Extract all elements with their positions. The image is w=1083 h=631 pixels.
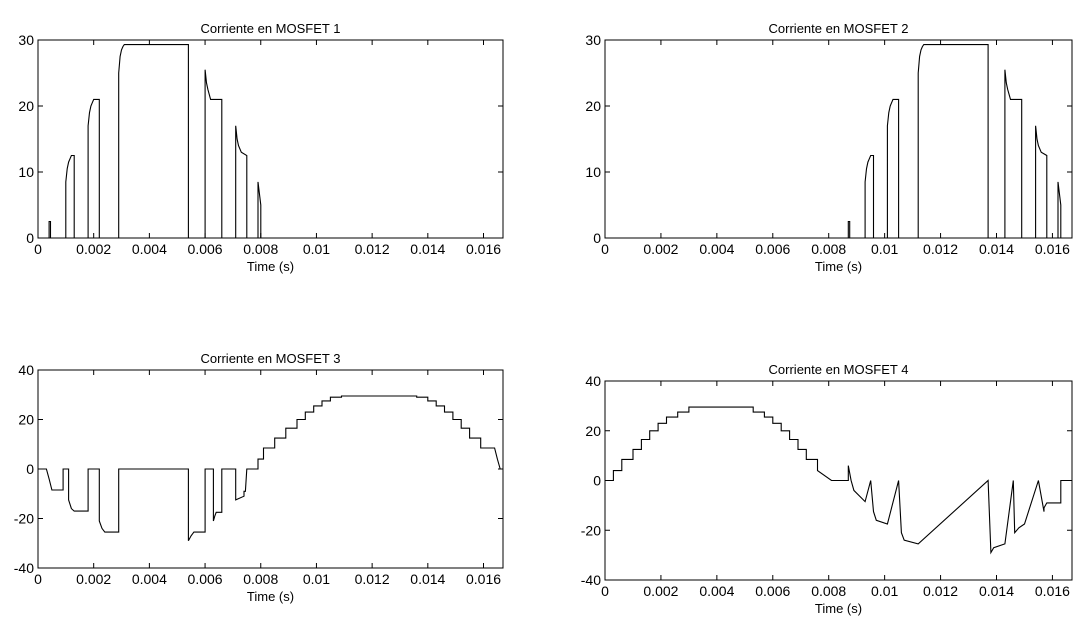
plot-area-frame [37, 39, 504, 239]
x-tick-label: 0.01 [871, 241, 898, 257]
y-tick-label: 20 [18, 98, 34, 114]
x-tick-label: 0.016 [466, 571, 501, 587]
x-tick-label: 0 [601, 583, 609, 599]
y-tick-label: 20 [585, 423, 601, 439]
x-tick-label: 0.006 [755, 583, 790, 599]
y-tick-label: -40 [14, 560, 34, 576]
x-tick-label: 0.01 [303, 241, 330, 257]
chart-3: Corriente en MOSFET 3 0 0.002 0.004 0.006 0.0… [14, 351, 504, 604]
x-tick-label: 0.01 [303, 571, 330, 587]
x-tick-label: 0.008 [243, 241, 278, 257]
x-tick-label: 0.004 [132, 241, 167, 257]
series-line [38, 395, 503, 542]
x-tick-label: 0.016 [466, 241, 501, 257]
chart-1: Corriente en MOSFET 1 0 0.002 0.004 0.006 0.0… [18, 21, 504, 274]
chart-title: Corriente en MOSFET 4 [769, 362, 909, 377]
series-line [38, 44, 503, 239]
x-tick-label: 0.006 [188, 571, 223, 587]
x-axis-label: Time (s) [247, 259, 294, 274]
x-tick-label: 0.008 [243, 571, 278, 587]
x-tick-label: 0.014 [979, 241, 1014, 257]
chart-title: Corriente en MOSFET 1 [201, 21, 341, 36]
plot-area-frame [37, 369, 504, 569]
y-tick-label: -40 [581, 572, 601, 588]
y-tick-label: 0 [26, 461, 34, 477]
y-tick-label: 40 [585, 373, 601, 389]
x-tick-label: 0.014 [410, 241, 445, 257]
y-tick-label: -20 [581, 522, 601, 538]
x-tick-label: 0 [601, 241, 609, 257]
y-tick-label: 10 [18, 164, 34, 180]
chart-2: Corriente en MOSFET 2 0 0.002 0.004 0.006 0.0… [585, 21, 1073, 274]
x-tick-label: 0.002 [643, 583, 678, 599]
x-tick-label: 0 [34, 571, 42, 587]
y-tick-label: 0 [593, 473, 601, 489]
x-tick-label: 0.016 [1035, 241, 1070, 257]
x-tick-label: 0.004 [699, 241, 734, 257]
x-tick-label: 0.01 [871, 583, 898, 599]
x-tick-label: 0.012 [923, 583, 958, 599]
y-tick-label: 40 [18, 362, 34, 378]
y-tick-label: 0 [593, 230, 601, 246]
x-axis-label: Time (s) [815, 601, 862, 616]
plot-area-frame [604, 39, 1073, 239]
chart-4: Corriente en MOSFET 4 0 0.002 0.004 0.006 0.0… [581, 362, 1073, 616]
x-tick-label: 0.004 [132, 571, 167, 587]
y-tick-label: 0 [26, 230, 34, 246]
x-tick-label: 0.002 [76, 241, 111, 257]
x-tick-label: 0.012 [923, 241, 958, 257]
x-tick-label: 0.006 [755, 241, 790, 257]
series-line [605, 44, 1072, 239]
x-axis-label: Time (s) [815, 259, 862, 274]
y-tick-label: 20 [18, 412, 34, 428]
x-tick-label: 0.012 [355, 571, 390, 587]
y-tick-label: -20 [14, 511, 34, 527]
x-axis-label: Time (s) [247, 589, 294, 604]
x-tick-label: 0.016 [1035, 583, 1070, 599]
x-tick-label: 0.008 [811, 583, 846, 599]
x-tick-label: 0.002 [76, 571, 111, 587]
series-line [605, 406, 1072, 555]
x-tick-label: 0.014 [410, 571, 445, 587]
x-tick-label: 0.006 [188, 241, 223, 257]
x-tick-label: 0.012 [355, 241, 390, 257]
x-tick-label: 0.008 [811, 241, 846, 257]
x-tick-label: 0.002 [643, 241, 678, 257]
y-tick-label: 10 [585, 164, 601, 180]
x-tick-label: 0.004 [699, 583, 734, 599]
chart-title: Corriente en MOSFET 2 [769, 21, 909, 36]
chart-title: Corriente en MOSFET 3 [201, 351, 341, 366]
y-tick-label: 20 [585, 98, 601, 114]
x-tick-label: 0.014 [979, 583, 1014, 599]
x-tick-label: 0 [34, 241, 42, 257]
y-tick-label: 30 [585, 32, 601, 48]
y-tick-label: 30 [18, 32, 34, 48]
